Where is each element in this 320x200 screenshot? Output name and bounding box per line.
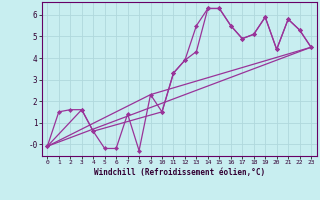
X-axis label: Windchill (Refroidissement éolien,°C): Windchill (Refroidissement éolien,°C) — [94, 168, 265, 177]
